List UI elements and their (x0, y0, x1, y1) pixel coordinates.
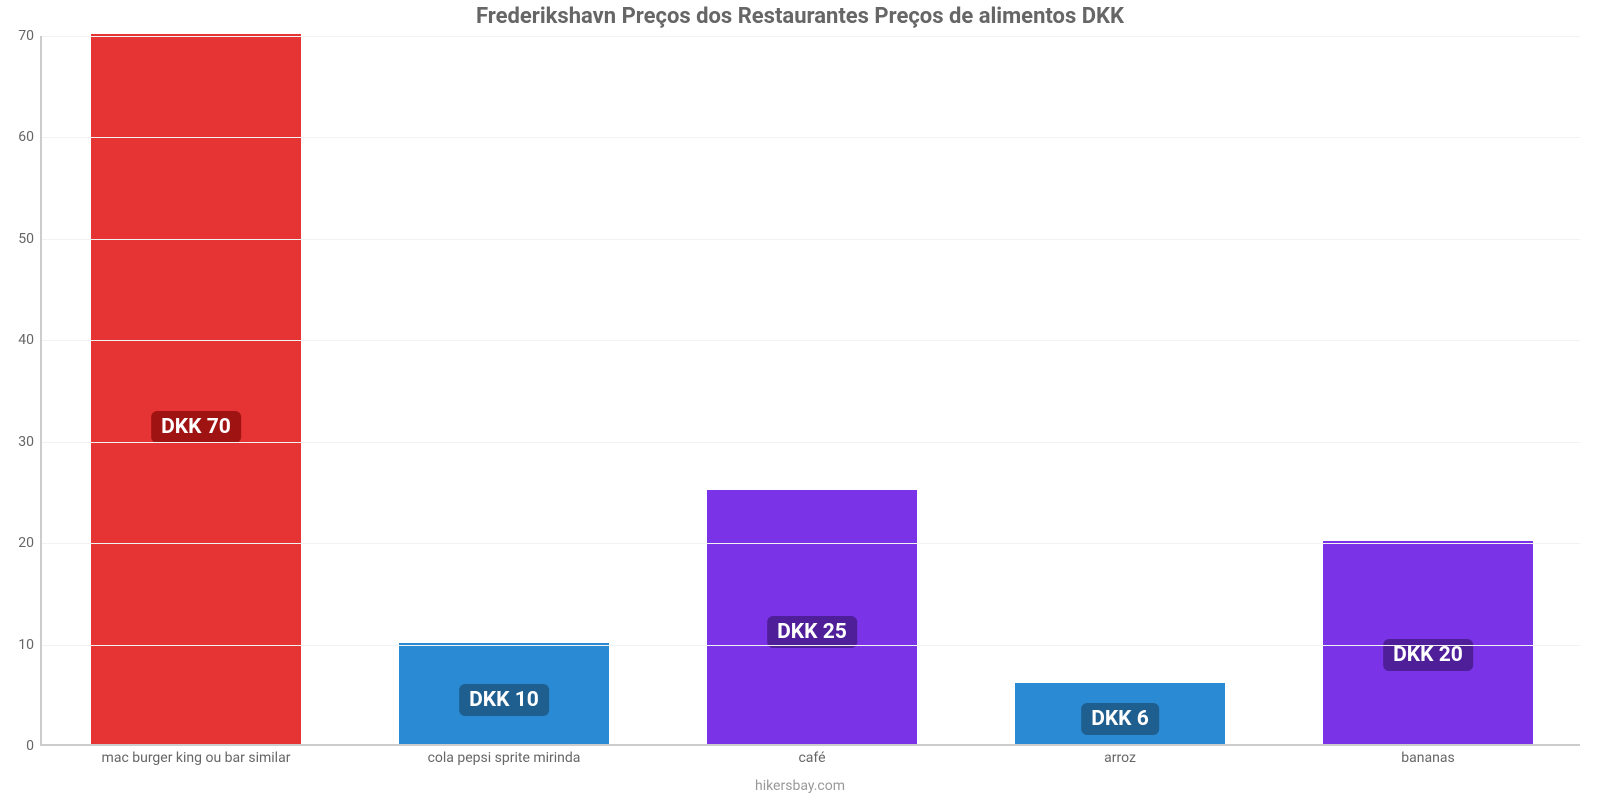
x-tick-label: bananas (1401, 744, 1454, 766)
y-tick-label: 20 (18, 535, 42, 551)
y-tick-label: 70 (18, 28, 42, 44)
gridline (42, 645, 1580, 646)
value-label: DKK 25 (767, 616, 857, 648)
y-tick-label: 40 (18, 332, 42, 348)
y-tick-label: 60 (18, 129, 42, 145)
y-tick-label: 50 (18, 231, 42, 247)
credit-text: hikersbay.com (0, 778, 1600, 794)
x-tick-label: cola pepsi sprite mirinda (428, 744, 581, 766)
y-tick-label: 10 (18, 637, 42, 653)
y-tick-label: 30 (18, 434, 42, 450)
chart-title: Frederikshavn Preços dos Restaurantes Pr… (0, 4, 1600, 29)
plot-area: DKK 70DKK 10DKK 25DKK 6DKK 20 0102030405… (40, 36, 1580, 746)
x-tick-label: mac burger king ou bar similar (102, 744, 291, 766)
gridline (42, 442, 1580, 443)
gridline (42, 239, 1580, 240)
bars-layer: DKK 70 DKK 10 DKK 25 DKK 6 DKK 20 (42, 36, 1580, 744)
value-label: DKK 6 (1081, 703, 1159, 735)
x-tick-label: arroz (1104, 744, 1136, 766)
y-tick-label: 0 (26, 738, 42, 754)
value-label: DKK 70 (151, 411, 241, 443)
x-tick-label: café (798, 744, 825, 766)
value-label: DKK 20 (1383, 639, 1473, 671)
value-label: DKK 10 (459, 684, 549, 716)
bar (91, 34, 300, 744)
gridline (42, 543, 1580, 544)
gridline (42, 137, 1580, 138)
gridline (42, 36, 1580, 37)
price-bar-chart: Frederikshavn Preços dos Restaurantes Pr… (0, 0, 1600, 800)
gridline (42, 340, 1580, 341)
